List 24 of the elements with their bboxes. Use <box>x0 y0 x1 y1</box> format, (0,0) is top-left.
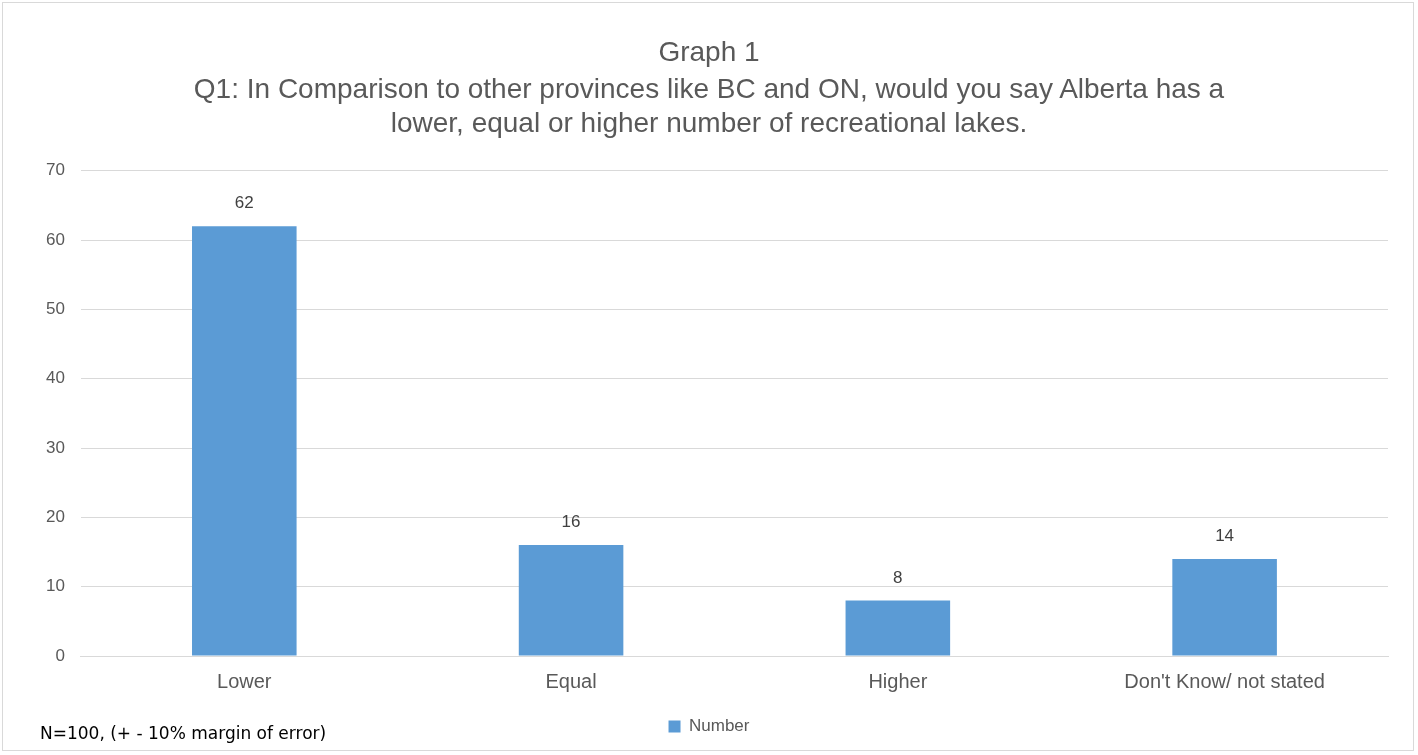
bar <box>192 226 297 656</box>
bar <box>518 545 624 656</box>
y-tick-label: 40 <box>45 368 65 388</box>
y-tick-label: 0 <box>55 645 65 665</box>
chart-title: Graph 1 <box>658 35 760 67</box>
y-tick-label: 60 <box>45 229 65 249</box>
y-tick-label: 20 <box>45 507 65 527</box>
data-label: 62 <box>234 193 254 213</box>
data-label: 16 <box>561 512 581 532</box>
bar <box>845 600 951 656</box>
x-tick-label: Lower <box>217 669 272 692</box>
x-tick-label: Equal <box>545 669 597 692</box>
y-tick-label: 10 <box>45 576 65 596</box>
chart-subtitle: Q1: In Comparison to other provinces like BC and ON, would you say Alberta has a lower, equal or higher number of recreational lakes. <box>193 73 1225 138</box>
bar <box>1172 558 1277 656</box>
y-tick-label: 50 <box>45 299 65 319</box>
y-tick-label: 30 <box>45 437 65 457</box>
x-tick-label: Don't Know/ not stated <box>1124 669 1325 692</box>
y-tick-label: 70 <box>45 160 65 180</box>
data-label: 14 <box>1215 526 1235 546</box>
text: N=100, (+ - 10% margin of error) <box>40 723 327 743</box>
data-label: 8 <box>893 567 903 587</box>
x-tick-label: Higher <box>868 669 928 692</box>
legend-label: Number <box>689 716 750 736</box>
